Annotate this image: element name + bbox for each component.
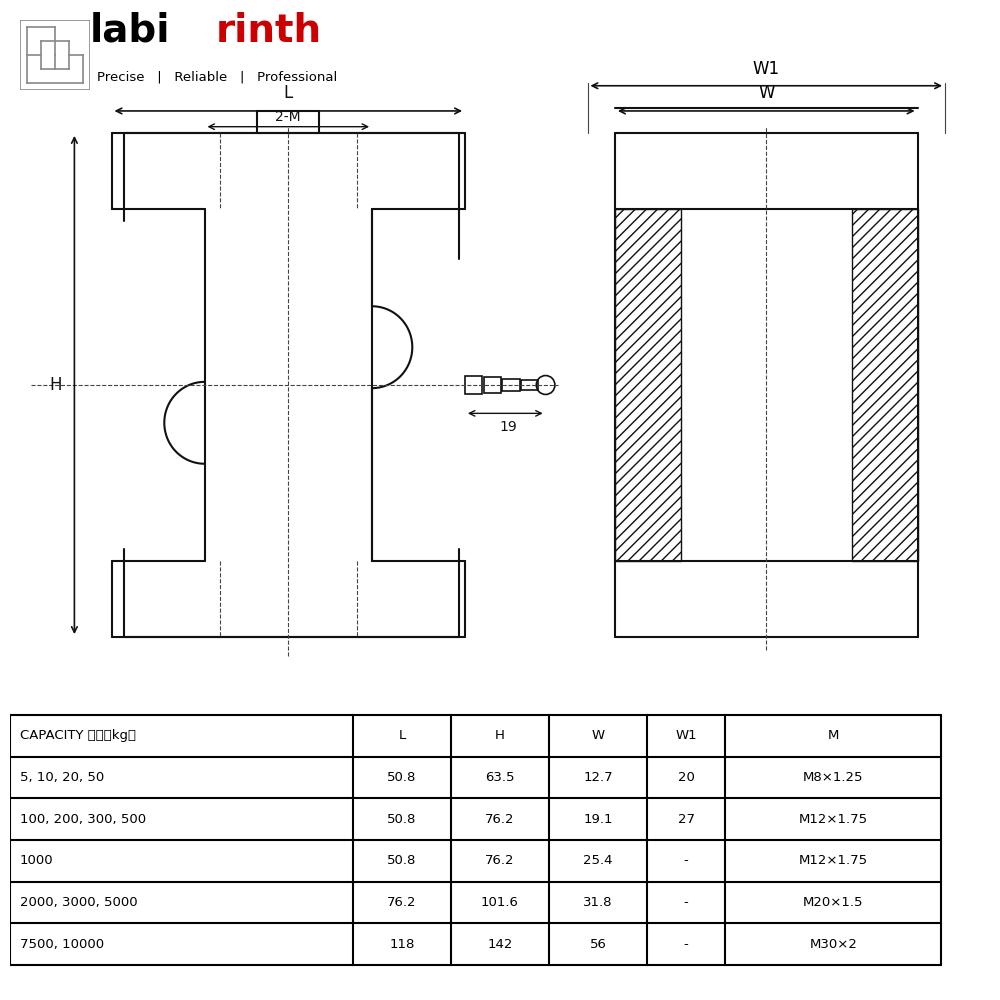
Text: 56: 56 [590,938,606,951]
Text: 2-M: 2-M [275,110,301,124]
Text: 12.7: 12.7 [583,771,613,784]
Text: M8×1.25: M8×1.25 [803,771,863,784]
Bar [521,380,538,390]
Text: W: W [591,729,605,742]
Text: W1: W1 [675,729,697,742]
Text: 5, 10, 20, 50: 5, 10, 20, 50 [20,771,104,784]
Text: L: L [398,729,406,742]
Text: 50.8: 50.8 [387,813,417,826]
Text: 118: 118 [389,938,415,951]
Text: 101.6: 101.6 [481,896,519,909]
Text: 50.8: 50.8 [387,771,417,784]
Text: H: H [495,729,505,742]
Bar [10,715,941,965]
Text: H: H [50,376,62,394]
Text: Precise   |   Reliable   |   Professional: Precise | Reliable | Professional [97,71,337,84]
Text: 76.2: 76.2 [387,896,417,909]
Text: -: - [684,896,689,909]
Text: 19: 19 [500,420,517,434]
Text: rinth: rinth [216,12,322,50]
Text: W: W [758,84,774,102]
Text: 100, 200, 300, 500: 100, 200, 300, 500 [20,813,146,826]
Bar [502,379,520,391]
Text: M30×2: M30×2 [809,938,857,951]
Text: 7500, 10000: 7500, 10000 [20,938,104,951]
Text: 50.8: 50.8 [387,854,417,867]
Text: 76.2: 76.2 [485,854,515,867]
Text: 63.5: 63.5 [485,771,515,784]
Text: 27: 27 [678,813,695,826]
Text: 20: 20 [678,771,695,784]
Text: 19.1: 19.1 [583,813,613,826]
Text: W1: W1 [753,60,780,78]
Text: M20×1.5: M20×1.5 [803,896,863,909]
Text: -: - [684,938,689,951]
Text: 76.2: 76.2 [485,813,515,826]
Text: 2000, 3000, 5000: 2000, 3000, 5000 [20,896,137,909]
Bar [484,377,501,393]
Text: CAPACITY 载荷（kg）: CAPACITY 载荷（kg） [20,729,136,742]
Text: -: - [684,854,689,867]
Text: labi: labi [90,12,170,50]
Text: M: M [828,729,839,742]
Bar [852,209,918,561]
Bar [465,376,482,394]
Text: 25.4: 25.4 [583,854,613,867]
Text: 142: 142 [487,938,513,951]
Text: L: L [284,84,293,102]
Text: M12×1.75: M12×1.75 [799,813,868,826]
Bar [615,209,681,561]
Text: M12×1.75: M12×1.75 [799,854,868,867]
Text: 1000: 1000 [20,854,53,867]
Text: 31.8: 31.8 [583,896,613,909]
